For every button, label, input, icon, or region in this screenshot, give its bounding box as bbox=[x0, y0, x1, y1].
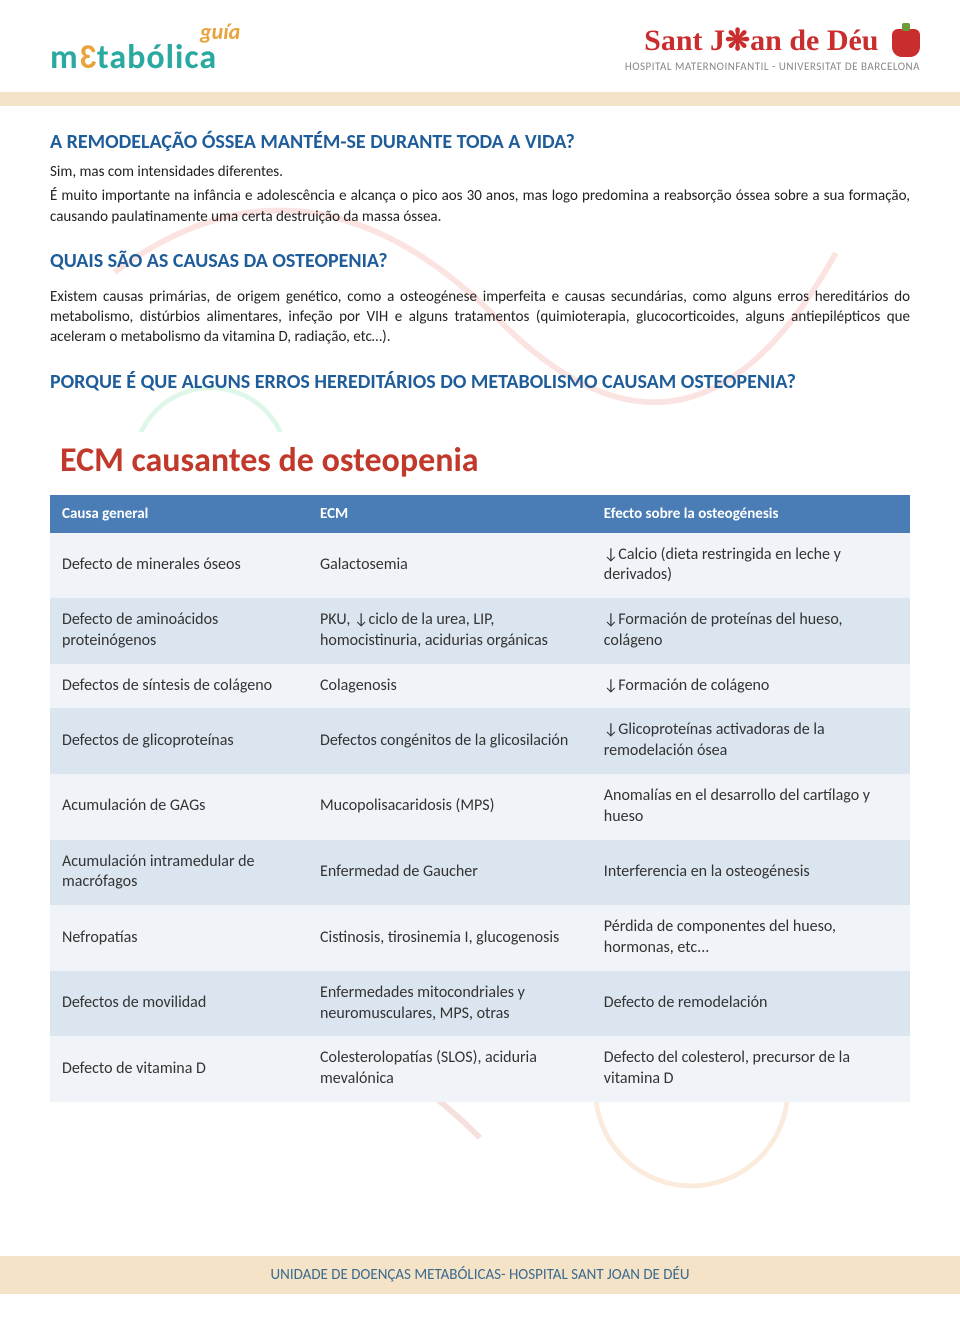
table-cell: ↓Glicoproteínas activadoras de la remode… bbox=[592, 708, 910, 774]
table-row: Acumulación de GAGsMucopolisacaridosis (… bbox=[50, 774, 910, 840]
table-row: Defecto de vitamina DColesterolopatías (… bbox=[50, 1036, 910, 1102]
table-cell: Acumulación de GAGs bbox=[50, 774, 308, 840]
table-row: Acumulación intramedular de macrófagosEn… bbox=[50, 840, 910, 906]
logo-hospital: Sant J❋an de Déu HOSPITAL MATERNOINFANTI… bbox=[625, 23, 920, 73]
page-header: guía m3tabólica Sant J❋an de Déu HOSPITA… bbox=[0, 0, 960, 92]
table-cell: Colagenosis bbox=[308, 664, 592, 709]
table-cell: Acumulación intramedular de macrófagos bbox=[50, 840, 308, 906]
main-content: A REMODELAÇÃO ÓSSEA MANTÉM-SE DURANTE TO… bbox=[0, 106, 960, 1256]
logo-hospital-name: Sant J❋an de Déu bbox=[625, 23, 920, 58]
table-cell: Defectos de movilidad bbox=[50, 971, 308, 1037]
table-row: Defectos de glicoproteínasDefectos congé… bbox=[50, 708, 910, 774]
table-cell: Enfermedades mitocondriales y neuromuscu… bbox=[308, 971, 592, 1037]
table-cell: Defecto de vitamina D bbox=[50, 1036, 308, 1102]
table-cell: ↓Formación de proteínas del hueso, colág… bbox=[592, 598, 910, 664]
table-header-row: Causa general ECM Efecto sobre la osteog… bbox=[50, 495, 910, 533]
table-cell: Anomalías en el desarrollo del cartílago… bbox=[592, 774, 910, 840]
logo-metabolica-text: m3tabólica bbox=[50, 37, 217, 78]
table-cell: Cistinosis, tirosinemia I, glucogenosis bbox=[308, 905, 592, 971]
table-cell: Defecto del colesterol, precursor de la … bbox=[592, 1036, 910, 1102]
col-header-causa: Causa general bbox=[50, 495, 308, 533]
header-divider-bar bbox=[0, 92, 960, 106]
table-cell: Enfermedad de Gaucher bbox=[308, 840, 592, 906]
table-cell: Colesterolopatías (SLOS), aciduria meval… bbox=[308, 1036, 592, 1102]
table-row: Defecto de aminoácidos proteinógenosPKU,… bbox=[50, 598, 910, 664]
section-1-p1: Sim, mas com intensidades diferentes. bbox=[50, 162, 910, 182]
section-2-title: QUAIS SÃO AS CAUSAS DA OSTEOPENIA? bbox=[50, 249, 910, 273]
table-cell: Defectos de glicoproteínas bbox=[50, 708, 308, 774]
section-1-title: A REMODELAÇÃO ÓSSEA MANTÉM-SE DURANTE TO… bbox=[50, 130, 910, 154]
col-header-ecm: ECM bbox=[308, 495, 592, 533]
table-cell: Mucopolisacaridosis (MPS) bbox=[308, 774, 592, 840]
table-row: Defectos de síntesis de colágenoColageno… bbox=[50, 664, 910, 709]
table-cell: Defectos congénitos de la glicosilación bbox=[308, 708, 592, 774]
section-3-title: PORQUE É QUE ALGUNS ERROS HEREDITÁRIOS D… bbox=[50, 370, 910, 394]
table-row: Defectos de movilidadEnfermedades mitoco… bbox=[50, 971, 910, 1037]
table-cell: Defecto de remodelación bbox=[592, 971, 910, 1037]
col-header-efecto: Efecto sobre la osteogénesis bbox=[592, 495, 910, 533]
table-cell: Nefropatías bbox=[50, 905, 308, 971]
table-row: Defecto de minerales óseosGalactosemia↓C… bbox=[50, 533, 910, 599]
table-cell: ↓Calcio (dieta restringida en leche y de… bbox=[592, 533, 910, 599]
table-cell: Defecto de minerales óseos bbox=[50, 533, 308, 599]
table-cell: ↓Formación de colágeno bbox=[592, 664, 910, 709]
ecm-table-container: ECM causantes de osteopenia Causa genera… bbox=[50, 432, 910, 1103]
table-cell: Interferencia en la osteogénesis bbox=[592, 840, 910, 906]
logo-metabolica: guía m3tabólica bbox=[50, 18, 240, 78]
ecm-table: Causa general ECM Efecto sobre la osteog… bbox=[50, 495, 910, 1103]
table-cell: Defecto de aminoácidos proteinógenos bbox=[50, 598, 308, 664]
ecm-table-title: ECM causantes de osteopenia bbox=[50, 432, 910, 495]
section-1-p2: É muito importante na infância e adolesc… bbox=[50, 186, 910, 227]
page-footer: UNIDADE DE DOENÇAS METABÓLICAS- HOSPITAL… bbox=[0, 1256, 960, 1294]
section-2-p1: Existem causas primárias, de origem gené… bbox=[50, 287, 910, 348]
table-cell: PKU, ↓ciclo de la urea, LIP, homocistinu… bbox=[308, 598, 592, 664]
logo-hospital-subtitle: HOSPITAL MATERNOINFANTIL - UNIVERSITAT D… bbox=[625, 60, 920, 73]
table-row: NefropatíasCistinosis, tirosinemia I, gl… bbox=[50, 905, 910, 971]
footer-text: UNIDADE DE DOENÇAS METABÓLICAS- HOSPITAL… bbox=[271, 1266, 690, 1284]
table-cell: Defectos de síntesis de colágeno bbox=[50, 664, 308, 709]
hospital-mascot-icon bbox=[892, 29, 920, 57]
table-cell: Pérdida de componentes del hueso, hormon… bbox=[592, 905, 910, 971]
table-cell: Galactosemia bbox=[308, 533, 592, 599]
